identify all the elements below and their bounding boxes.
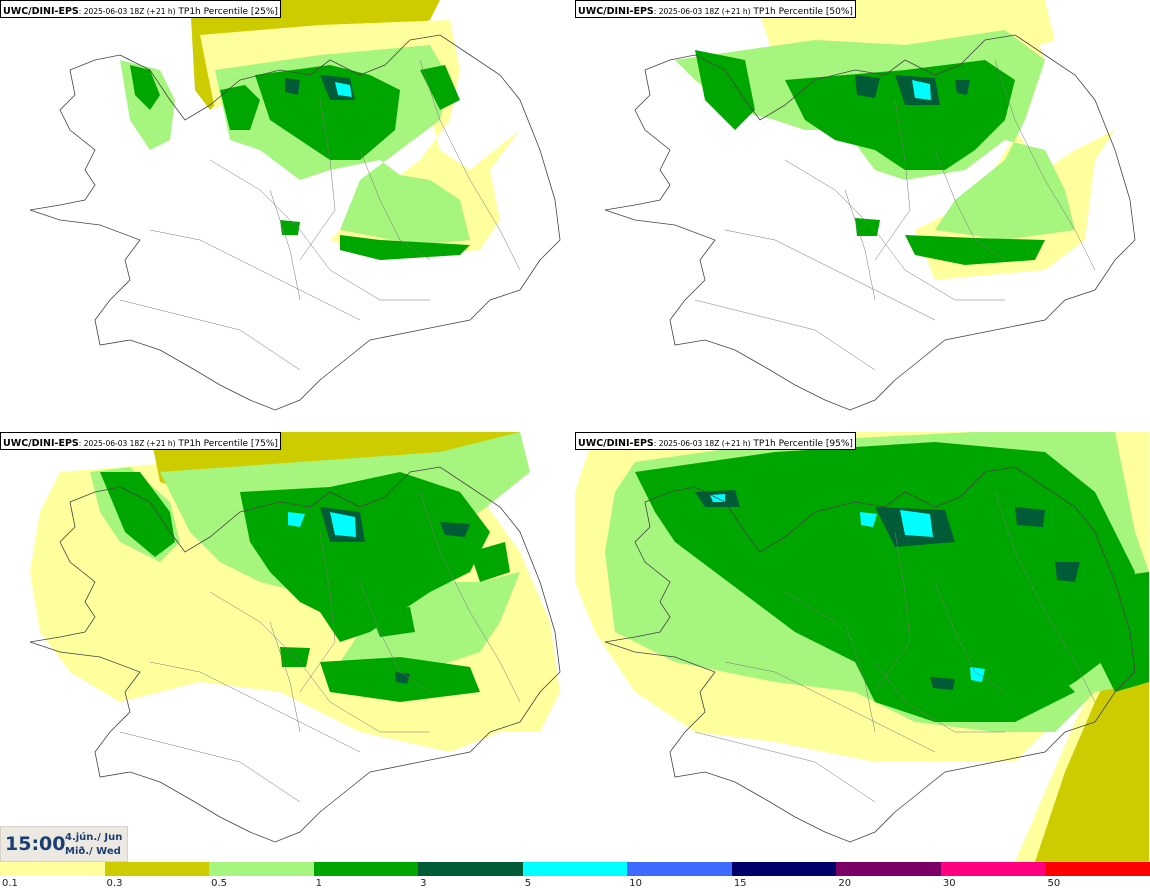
precip-map-p50: [604, 0, 1136, 411]
legend-swatch: [313, 862, 419, 876]
legend-tick-label: 10: [629, 878, 642, 889]
panel-title: UWC/DINI-EPS: 2025-06-03 18Z (+21 h) TP1…: [0, 432, 281, 450]
legend-swatch: [209, 862, 315, 876]
valid-date: 4.jún./ Jun: [65, 832, 123, 843]
model-name: UWC/DINI-EPS: [578, 6, 654, 17]
legend-swatch: [627, 862, 733, 876]
legend-tick-label: 50: [1047, 878, 1061, 889]
legend-swatch: [104, 862, 210, 876]
map-panel-p25: UWC/DINI-EPS: 2025-06-03 18Z (+21 h) TP1…: [0, 0, 574, 430]
precip-map-p75: [0, 432, 574, 862]
legend-tick-label: 1: [315, 878, 322, 889]
legend-swatch: [731, 862, 837, 876]
legend-tick-label: 0.1: [2, 878, 18, 889]
field-name: TP1h Percentile [25%]: [175, 7, 278, 17]
legend-swatch: [836, 862, 942, 876]
legend-tick-label: 0.5: [211, 878, 227, 889]
legend-tick-label: 30: [942, 878, 956, 889]
panel-title: UWC/DINI-EPS: 2025-06-03 18Z (+21 h) TP1…: [0, 0, 281, 18]
panel-title: UWC/DINI-EPS: 2025-06-03 18Z (+21 h) TP1…: [575, 432, 856, 450]
run-info: : 2025-06-03 18Z (+21 h): [653, 7, 751, 16]
precip-map-p95: [575, 432, 1149, 862]
map-panel-p75: UWC/DINI-EPS: 2025-06-03 18Z (+21 h) TP1…: [0, 432, 574, 862]
legend-swatch: [1045, 862, 1150, 876]
panel-title: UWC/DINI-EPS: 2025-06-03 18Z (+21 h) TP1…: [575, 0, 856, 18]
field-name: TP1h Percentile [50%]: [750, 7, 853, 17]
legend-swatch: [0, 862, 106, 876]
legend-tick-label: 5: [524, 878, 532, 889]
run-info: : 2025-06-03 18Z (+21 h): [78, 439, 176, 448]
map-panel-p95: UWC/DINI-EPS: 2025-06-03 18Z (+21 h) TP1…: [575, 432, 1149, 862]
field-name: TP1h Percentile [95%]: [750, 439, 853, 449]
legend-swatch: [940, 862, 1046, 876]
model-name: UWC/DINI-EPS: [3, 6, 79, 17]
legend-swatch: [418, 862, 524, 876]
legend-tick-label: 15: [733, 878, 747, 889]
model-name: UWC/DINI-EPS: [3, 438, 79, 449]
legend-tick-label: 3: [420, 878, 427, 889]
valid-weekday: Mið./ Wed: [65, 846, 121, 857]
precip-map-p25: [29, 0, 561, 411]
run-info: : 2025-06-03 18Z (+21 h): [78, 7, 176, 16]
legend-tick-label: 20: [838, 878, 852, 889]
run-info: : 2025-06-03 18Z (+21 h): [653, 439, 751, 448]
model-name: UWC/DINI-EPS: [578, 438, 654, 449]
valid-time-box: 15:00 4.jún./ Jun Mið./ Wed: [0, 826, 128, 862]
precip-legend: 0.1 0.3 0.5 1 3 5 10 15 20 30 50: [0, 862, 1150, 891]
legend-swatch: [522, 862, 628, 876]
map-panel-p50: UWC/DINI-EPS: 2025-06-03 18Z (+21 h) TP1…: [575, 0, 1149, 430]
legend-tick-label: 0.3: [106, 878, 123, 889]
valid-time: 15:00: [5, 833, 66, 855]
field-name: TP1h Percentile [75%]: [175, 439, 278, 449]
